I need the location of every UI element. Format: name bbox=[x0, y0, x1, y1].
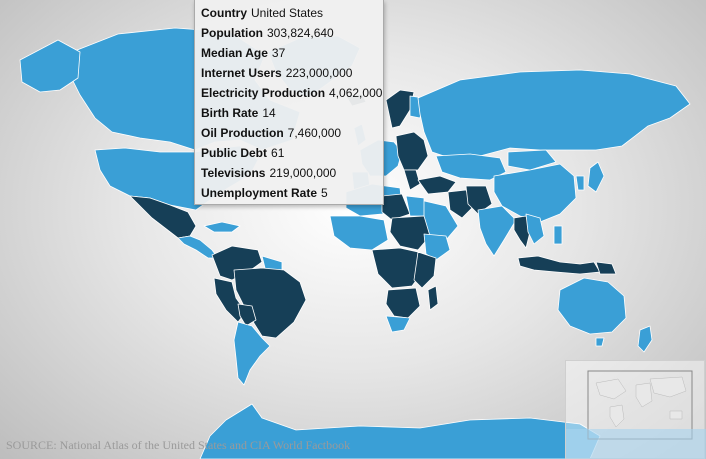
venezuela-colombia[interactable] bbox=[211, 245, 263, 281]
tooltip-value: 37 bbox=[271, 46, 286, 60]
tooltip-value: 303,824,640 bbox=[267, 26, 334, 40]
horn-of-africa[interactable] bbox=[423, 233, 451, 261]
tooltip-value: 61 bbox=[271, 146, 285, 160]
japan[interactable] bbox=[587, 161, 605, 193]
tooltip-label: Public Debt bbox=[201, 146, 268, 160]
madagascar[interactable] bbox=[427, 285, 439, 311]
west-africa[interactable] bbox=[329, 215, 389, 251]
philippines[interactable] bbox=[553, 225, 563, 245]
southern-cone[interactable] bbox=[233, 321, 271, 386]
mongolia[interactable] bbox=[507, 149, 557, 171]
tooltip-label: Country bbox=[201, 6, 247, 20]
tooltip-value: 219,000,000 bbox=[269, 166, 337, 180]
balkans[interactable] bbox=[403, 169, 421, 191]
tooltip-row-internet-users: Internet Users 223,000,000 bbox=[201, 64, 377, 84]
tooltip-row-televisions: Televisions 219,000,000 bbox=[201, 164, 377, 184]
country-tooltip: Country United States Population 303,824,6… bbox=[194, 0, 384, 205]
tooltip-label: Televisions bbox=[201, 166, 266, 180]
tooltip-row-median-age: Median Age 37 bbox=[201, 44, 377, 64]
caribbean[interactable] bbox=[203, 221, 241, 233]
tooltip-value: 7,460,000 bbox=[287, 126, 342, 140]
minimap-highlight bbox=[566, 429, 706, 459]
korea[interactable] bbox=[575, 175, 585, 191]
brazil[interactable] bbox=[233, 267, 307, 339]
indochina[interactable] bbox=[525, 213, 545, 245]
tooltip-value: 5 bbox=[321, 186, 328, 200]
tooltip-label: Population bbox=[201, 26, 263, 40]
source-credit: SOURCE: National Atlas of the United Sta… bbox=[6, 438, 351, 452]
tooltip-row-country: Country United States bbox=[201, 4, 377, 24]
tasmania[interactable] bbox=[595, 337, 605, 347]
indonesia[interactable] bbox=[517, 255, 601, 275]
antarctica[interactable] bbox=[199, 403, 601, 459]
libya[interactable] bbox=[381, 193, 411, 221]
tooltip-row-birth-rate: Birth Rate 14 bbox=[201, 104, 377, 124]
minimap-world bbox=[566, 370, 706, 459]
east-africa[interactable] bbox=[413, 251, 437, 289]
southern-africa[interactable] bbox=[385, 287, 421, 319]
tooltip-row-public-debt: Public Debt 61 bbox=[201, 144, 377, 164]
tooltip-label: Internet Users bbox=[201, 66, 282, 80]
tooltip-label: Electricity Production bbox=[201, 86, 326, 100]
tooltip-value: 223,000,000 bbox=[285, 66, 353, 80]
turkey-caucasus[interactable] bbox=[417, 175, 457, 195]
tooltip-label: Unemployment Rate bbox=[201, 186, 318, 200]
india[interactable] bbox=[477, 205, 517, 257]
tooltip-row-population: Population 303,824,640 bbox=[201, 24, 377, 44]
tooltip-row-unemployment: Unemployment Rate 5 bbox=[201, 184, 377, 204]
tooltip-row-electricity: Electricity Production 4,062,000 bbox=[201, 84, 382, 104]
south-africa[interactable] bbox=[385, 315, 411, 333]
china[interactable] bbox=[493, 163, 577, 223]
tooltip-row-oil-production: Oil Production 7,460,000 bbox=[201, 124, 377, 144]
overview-minimap[interactable] bbox=[565, 360, 706, 459]
tooltip-value: 14 bbox=[262, 106, 276, 120]
new-zealand[interactable] bbox=[637, 325, 653, 353]
eastern-europe[interactable] bbox=[395, 131, 429, 171]
papua-new-guinea[interactable] bbox=[595, 261, 617, 275]
tooltip-label: Birth Rate bbox=[201, 106, 259, 120]
tooltip-value: 4,062,000 bbox=[329, 86, 383, 100]
sudan-chad[interactable] bbox=[389, 215, 431, 251]
tooltip-value: United States bbox=[251, 6, 324, 20]
australia[interactable] bbox=[557, 277, 627, 335]
bolivia[interactable] bbox=[237, 303, 257, 327]
tooltip-label: Oil Production bbox=[201, 126, 284, 140]
russia[interactable] bbox=[417, 69, 691, 161]
alaska[interactable] bbox=[19, 39, 81, 93]
tooltip-label: Median Age bbox=[201, 46, 268, 60]
